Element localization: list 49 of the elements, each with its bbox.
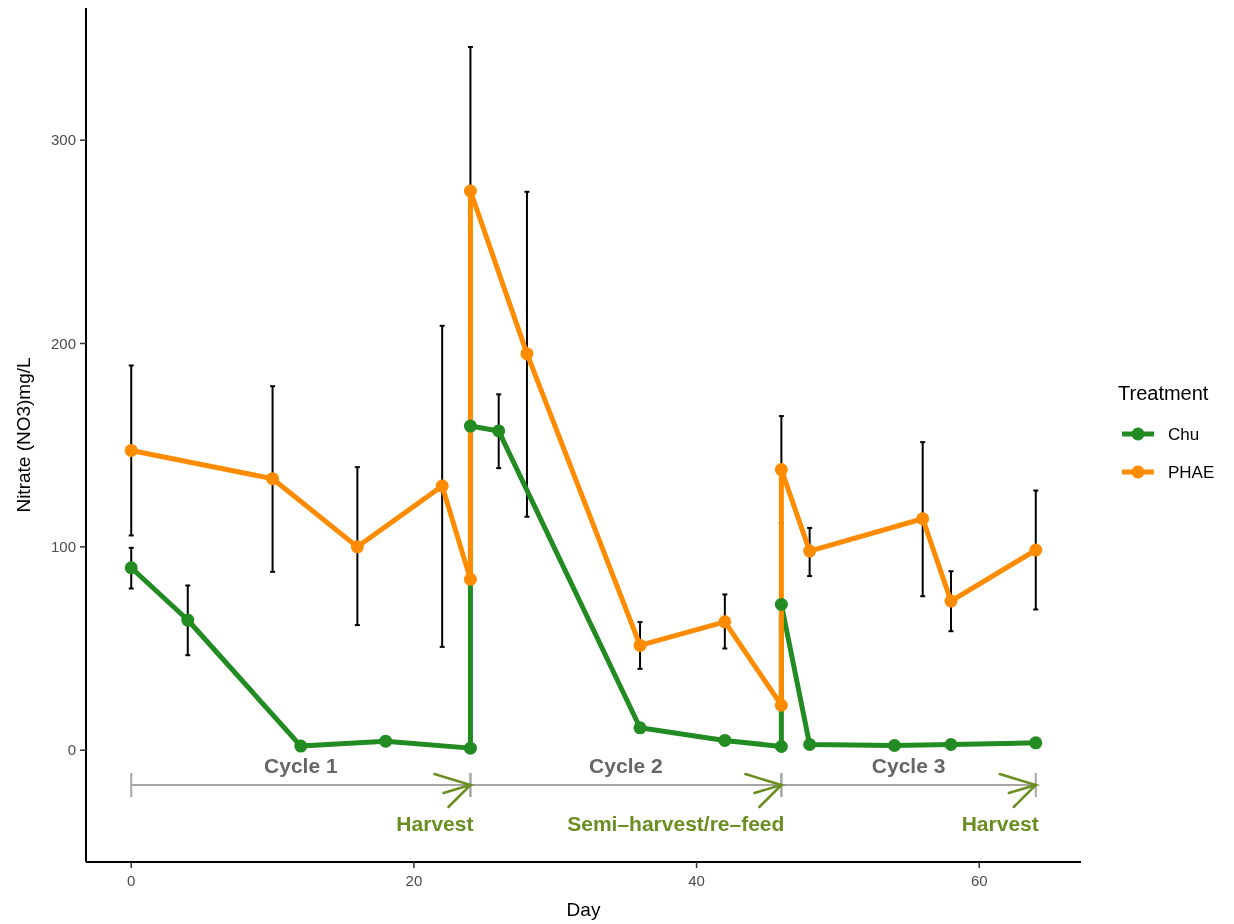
legend-label: Chu (1168, 424, 1200, 444)
point (774, 698, 788, 712)
y-tick-label: 0 (67, 741, 76, 759)
point (633, 721, 647, 735)
point (887, 738, 901, 752)
point (492, 424, 506, 438)
x-tick-label: 20 (405, 872, 423, 889)
annotation: Harvest (396, 812, 474, 835)
point (1029, 543, 1043, 557)
point (944, 737, 958, 751)
point (266, 472, 280, 486)
point (774, 597, 788, 611)
point (718, 733, 732, 747)
x-tick-label: 0 (127, 872, 136, 889)
point (379, 734, 393, 748)
point (463, 419, 477, 433)
x-tick-label: 60 (970, 872, 988, 889)
y-axis-title: Nitrate (NO3)mg/L (13, 357, 34, 513)
y-tick-label: 200 (50, 334, 76, 352)
point (774, 740, 788, 754)
point (435, 479, 449, 493)
point (944, 594, 958, 608)
point (774, 463, 788, 477)
point (463, 572, 477, 586)
point (463, 184, 477, 198)
point (350, 540, 364, 554)
point (803, 737, 817, 751)
x-axis-title: Day (566, 899, 601, 920)
point (803, 544, 817, 558)
annotation: Cycle 2 (589, 753, 663, 777)
point (124, 443, 138, 457)
annotation: Cycle 1 (264, 753, 338, 777)
point (294, 739, 308, 753)
annotation: Semi–harvest/re–feed (567, 812, 785, 835)
point (520, 347, 534, 361)
point (718, 615, 732, 629)
y-tick-label: 100 (50, 538, 76, 556)
point (1029, 736, 1043, 750)
point (916, 512, 930, 526)
legend-title: Treatment (1118, 382, 1209, 404)
annotation: Cycle 3 (871, 753, 946, 777)
point (463, 741, 477, 755)
annotation: Harvest (961, 812, 1039, 835)
point (633, 638, 647, 652)
y-tick-label: 300 (50, 131, 76, 149)
x-tick-label: 40 (688, 872, 705, 889)
legend-label: PHAE (1168, 462, 1215, 482)
point (181, 613, 195, 627)
point (124, 561, 138, 575)
